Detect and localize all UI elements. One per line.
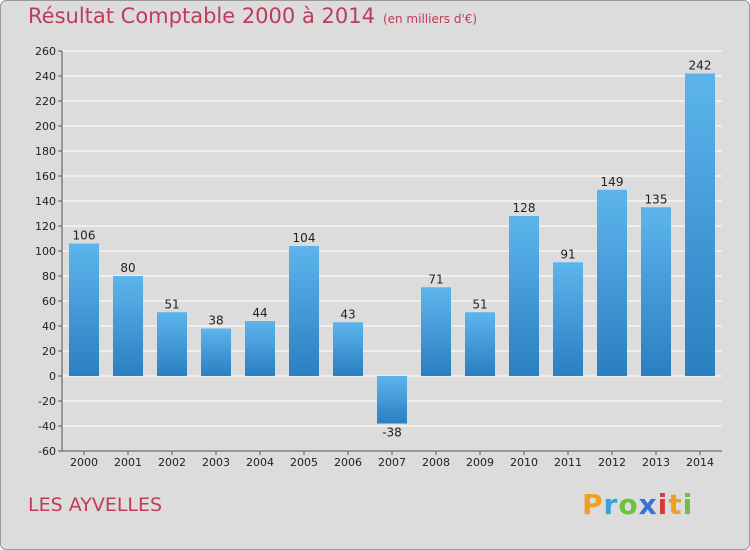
chart-title-unit: (en milliers d'€) (382, 12, 478, 26)
y-tick-label: 200 (35, 120, 56, 133)
logo-letter: x (638, 488, 658, 521)
logo-letter: r (603, 488, 619, 521)
bar-value-label: 80 (120, 261, 135, 275)
bar-value-label: 51 (164, 297, 179, 311)
y-tick-label: 60 (42, 295, 56, 308)
x-tick-label: 2014 (686, 456, 714, 469)
y-tick-label: -40 (38, 420, 56, 433)
y-tick-label: 100 (35, 245, 56, 258)
commune-name: LES AYVELLES (28, 494, 163, 516)
bar (641, 207, 671, 376)
bar (509, 216, 539, 376)
bar-value-label: 135 (645, 192, 668, 206)
x-tick-label: 2010 (510, 456, 538, 469)
x-tick-label: 2002 (158, 456, 186, 469)
bar (201, 328, 231, 376)
x-tick-label: 2006 (334, 456, 362, 469)
bar (113, 276, 143, 376)
x-tick-label: 2011 (554, 456, 582, 469)
y-tick-label: 120 (35, 220, 56, 233)
bar (157, 312, 187, 376)
y-tick-label: 220 (35, 95, 56, 108)
x-tick-label: 2004 (246, 456, 274, 469)
y-tick-label: 20 (42, 345, 56, 358)
bar-value-label: 44 (252, 306, 267, 320)
y-tick-label: 80 (42, 270, 56, 283)
bar (69, 243, 99, 376)
bar-value-label: 149 (601, 175, 624, 189)
bar-value-label: 106 (73, 229, 96, 243)
bar (245, 321, 275, 376)
logo-letter: t (668, 488, 683, 521)
bar (377, 376, 407, 424)
logo-letter: i (682, 488, 694, 521)
y-tick-label: 160 (35, 170, 56, 183)
bar-value-label: 128 (513, 201, 536, 215)
x-tick-label: 2007 (378, 456, 406, 469)
chart-title-main: Résultat Comptable 2000 à 2014 (28, 4, 375, 28)
x-tick-label: 2009 (466, 456, 494, 469)
bar-value-label: 51 (472, 297, 487, 311)
y-tick-label: -60 (38, 445, 56, 458)
y-tick-label: 40 (42, 320, 56, 333)
logo-letter: P (582, 488, 604, 521)
bar (597, 189, 627, 376)
y-tick-label: 180 (35, 145, 56, 158)
logo-letter: o (618, 488, 639, 521)
y-tick-label: 240 (35, 70, 56, 83)
x-tick-label: 2008 (422, 456, 450, 469)
bar-value-label: -38 (382, 426, 402, 440)
y-tick-label: 140 (35, 195, 56, 208)
x-tick-label: 2000 (70, 456, 98, 469)
bar (333, 322, 363, 376)
x-tick-label: 2012 (598, 456, 626, 469)
bar (553, 262, 583, 376)
x-tick-label: 2003 (202, 456, 230, 469)
bar (421, 287, 451, 376)
bar-value-label: 242 (689, 59, 712, 73)
bar-value-label: 38 (208, 314, 223, 328)
x-tick-label: 2005 (290, 456, 318, 469)
y-tick-label: 260 (35, 45, 56, 58)
y-tick-label: 0 (49, 370, 56, 383)
bar (685, 73, 715, 376)
chart-title: Résultat Comptable 2000 à 2014 (en millie… (28, 4, 477, 28)
proxiti-logo: Proxiti (582, 488, 693, 521)
y-tick-label: -20 (38, 395, 56, 408)
x-tick-label: 2001 (114, 456, 142, 469)
bar-value-label: 104 (293, 231, 316, 245)
x-tick-label: 2013 (642, 456, 670, 469)
bar (289, 246, 319, 376)
bar (465, 312, 495, 376)
bar-value-label: 43 (340, 307, 355, 321)
bar-value-label: 91 (560, 247, 575, 261)
logo-letter: i (657, 488, 669, 521)
bar-value-label: 71 (428, 272, 443, 286)
